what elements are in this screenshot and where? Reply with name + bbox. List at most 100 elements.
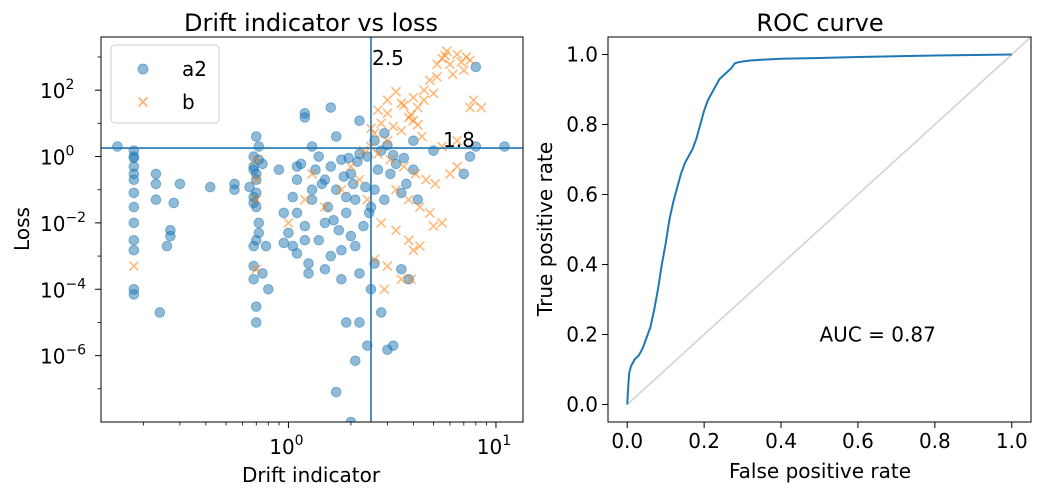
scatter-point-b [418, 85, 430, 96]
scatter-point-a2 [168, 197, 179, 209]
scatter-point-a2 [299, 234, 311, 246]
scatter-point-a2 [369, 184, 380, 196]
right-chart-title: ROC curve [756, 9, 883, 37]
scatter-point-b [464, 102, 476, 113]
scatter-point-b [251, 154, 262, 165]
scatter-point-a2 [354, 268, 365, 279]
left-x-ticks: 100 101 [142, 422, 511, 459]
scatter-point-a2 [398, 152, 410, 164]
scatter-point-a2 [499, 141, 510, 152]
scatter-point-b [447, 69, 458, 80]
left-chart-title: Drift indicator vs loss [184, 9, 438, 37]
scatter-point-b [396, 274, 407, 285]
scatter-point-b [398, 100, 409, 111]
scatter-point-b [299, 194, 310, 205]
scatter-point-b [382, 135, 393, 146]
scatter-point-b [424, 75, 435, 86]
right-x-axis-label: False positive rate [729, 459, 911, 483]
scatter-point-a2 [338, 171, 350, 182]
scatter-point-a2 [360, 181, 371, 193]
scatter-point-b [408, 245, 419, 256]
scatter-point-a2 [278, 237, 290, 249]
scatter-point-a2 [253, 141, 265, 152]
scatter-point-a2 [112, 141, 123, 152]
scatter-point-a2 [303, 258, 314, 269]
scatter-point-b [408, 92, 419, 103]
scatter-point-a2 [128, 289, 140, 300]
scatter-point-a2 [387, 340, 399, 351]
scatter-point-a2 [253, 217, 265, 229]
scatter-point-a2 [165, 230, 176, 242]
scatter-point-a2 [306, 184, 318, 196]
right-x-ticks: 0.0 0.2 0.4 0.6 0.8 1.0 [611, 422, 1028, 453]
scatter-point-a2 [306, 194, 318, 206]
scatter-point-a2 [363, 207, 375, 219]
scatter-point-a2 [260, 240, 272, 252]
scatter-point-a2 [385, 168, 396, 180]
scatter-point-b [403, 194, 414, 205]
scatter-point-b [385, 154, 396, 165]
scatter-point-b [345, 161, 356, 172]
right-y-ticks: 0.0 0.2 0.4 0.6 0.8 1.0 [566, 43, 608, 417]
right-y-tick-label: 0.0 [566, 393, 598, 417]
left-y-axis-label: Loss [10, 207, 34, 251]
scatter-point-b [416, 131, 428, 142]
scatter-point-b [468, 95, 479, 106]
scatter-point-a2 [161, 240, 173, 252]
scatter-point-a2 [345, 230, 357, 242]
scatter-point-b [406, 109, 417, 120]
scatter-point-b [437, 217, 448, 228]
threshold-vertical-label: 2.5 [372, 46, 404, 70]
scatter-point-b [414, 241, 425, 252]
scatter-point-b [390, 86, 402, 97]
scatter-point-a2 [273, 164, 285, 176]
scatter-point-a2 [319, 263, 331, 275]
scatter-point-a2 [330, 184, 342, 196]
legend-b-marker [137, 96, 149, 108]
scatter-point-a2 [403, 273, 415, 285]
left-y-tick-label: 10−2 [40, 210, 86, 236]
legend-b-x-glyph [137, 96, 149, 108]
right-y-tick-label: 0.8 [566, 113, 598, 137]
scatter-point-a2 [347, 178, 359, 190]
scatter-point-a2 [250, 131, 262, 142]
left-x-tick-label: 100 [269, 433, 303, 459]
scatter-point-b [456, 57, 467, 68]
scatter-point-b [428, 221, 439, 232]
scatter-point-a2 [244, 181, 255, 193]
left-axes-frame [100, 36, 524, 423]
scatter-point-a2 [325, 161, 337, 172]
scatter-point-a2 [372, 164, 384, 176]
legend: a2 b [110, 44, 220, 124]
scatter-point-a2 [316, 178, 328, 190]
right-y-tick-label: 0.6 [566, 183, 598, 207]
scatter-point-a2 [470, 141, 482, 152]
roc-curve-line [626, 53, 1012, 405]
right-x-tick-label: 0.6 [842, 429, 874, 453]
right-y-tick-label: 0.2 [566, 323, 598, 347]
scatter-point-a2 [343, 152, 354, 164]
right-y-tick-label: 1.0 [566, 43, 598, 67]
scatter-point-b [444, 59, 455, 70]
scatter-point-b [251, 194, 262, 205]
diagonal-reference-line [626, 37, 1031, 406]
scatter-point-a2 [330, 131, 342, 142]
scatter-point-a2 [299, 108, 311, 119]
scatter-point-a2 [248, 273, 259, 285]
scatter-point-a2 [204, 181, 216, 193]
scatter-point-a2 [333, 224, 345, 236]
scatter-point-a2 [263, 283, 274, 295]
right-axes-frame [607, 36, 1032, 423]
scatter-point-a2 [283, 227, 294, 239]
left-x-axis-label: Drift indicator [242, 463, 381, 487]
scatter-point-a2 [354, 115, 365, 127]
scatter-point-b [410, 168, 421, 179]
scatter-point-a2 [401, 178, 412, 190]
scatter-point-a2 [150, 178, 162, 190]
scatter-point-a2 [303, 268, 314, 279]
left-y-tick-label: 10−6 [40, 343, 86, 369]
scatter-point-b [283, 217, 294, 228]
scatter-point-a2 [325, 250, 337, 262]
scatter-point-b [128, 261, 139, 272]
